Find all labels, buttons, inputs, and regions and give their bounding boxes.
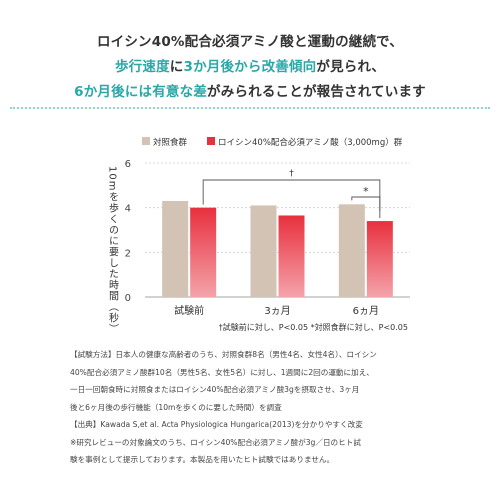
legend-swatch (207, 137, 215, 145)
bar-leucine (278, 215, 305, 297)
legend-label: ロイシン40%配合必須アミノ酸（3,000mg）群 (218, 137, 403, 148)
note-line: 験を事例として提示しております。本製品を用いたヒト試験ではありません。 (70, 455, 335, 464)
bar-control (250, 205, 277, 297)
headline-line-3-end: がみられることが報告されています (207, 84, 426, 100)
note-line: 【出典】Kawada S,et al. Acta Physiologica Hu… (70, 420, 363, 429)
x-tick-label: 試験前 (174, 304, 204, 317)
y-tick-label: 2 (125, 248, 131, 259)
headline-significant: 6か月後には有意な差 (74, 84, 208, 100)
headline-line-1: ロイシン40%配合必須アミノ酸と運動の継続で、 (0, 30, 500, 50)
note-line: 後と6ヶ月後の歩行機能（10mを歩くのに要した時間）を調査 (70, 402, 282, 412)
note-line: 40%配合必須アミノ酸群10名（男性5名、女性5名）に対し、1週間に2回の運動に… (70, 367, 374, 377)
y-tick-label: 4 (125, 204, 131, 215)
dagger-mark: † (289, 169, 294, 179)
chart-footnote: †試験前に対し、P<0.05 *対照食群に対し、P<0.05 (219, 322, 408, 332)
headline-line-3: 6か月後には有意な差がみられることが報告されています (0, 80, 500, 100)
headline-line-1-text: ロイシン40%配合必須アミノ酸と運動の継続で、 (96, 34, 404, 50)
star-mark: * (363, 185, 369, 198)
legend-label: 対照食群 (153, 137, 188, 148)
walking-time-chart: 対照食群 ロイシン40%配合必須アミノ酸（3,000mg）群 0 2 4 6 10mを歩くの… (107, 137, 410, 334)
y-tick-label: 6 (125, 159, 131, 170)
note-line: 一日一回朝食時に対照食またはロイシン40%配合必須アミノ酸3gを摂取させ、3ヶ月 (70, 385, 360, 394)
note-line: ※研究レビューの対象論文のうち、ロイシン40%配合必須アミノ酸が3g／日のヒト試 (70, 437, 361, 447)
legend-swatch (142, 137, 150, 145)
bar-control (338, 204, 365, 297)
headline-line-2-end: が見られ、 (316, 59, 386, 75)
star-bracket (351, 196, 381, 212)
study-notes: 【試験方法】日本人の健康な高齢者のうち、対照食群8名（男性4名、女性4名）、ロイ… (70, 346, 480, 469)
x-tick-label: 6ヵ月 (353, 305, 379, 317)
headline-improvement: 3か月後から改善傾向 (183, 59, 317, 75)
x-tick-label: 3ヵ月 (264, 305, 290, 317)
dotted-divider (10, 107, 490, 109)
headline-walking-speed: 歩行速度 (114, 59, 170, 75)
bar-leucine (190, 207, 217, 297)
bar-leucine (366, 221, 393, 297)
note-line: 【試験方法】日本人の健康な高齢者のうち、対照食群8名（男性4名、女性4名）、ロイ… (70, 350, 377, 359)
y-axis-label: 10mを歩くのに要した時間（秒） (107, 166, 119, 334)
headline-line-2-mid: に (169, 59, 184, 75)
headline-line-2: 歩行速度に3か月後から改善傾向が見られ、 (0, 55, 500, 75)
bar-control (162, 200, 189, 297)
y-tick-label: 0 (125, 293, 131, 304)
